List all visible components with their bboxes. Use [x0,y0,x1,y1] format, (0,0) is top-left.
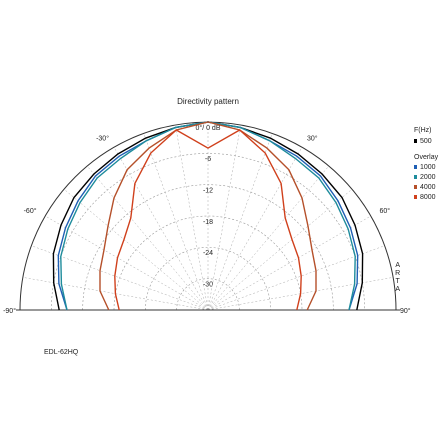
legend-label: 4000 [420,184,436,191]
series-line [114,129,302,311]
series-line [99,121,317,311]
grid-spoke [207,188,353,311]
legend-label: 1000 [420,164,436,171]
r-tick-label: -18 [203,219,213,226]
theta-tick-label: 60° [379,207,390,215]
legend-label: 500 [420,138,432,145]
legend-label: 2000 [420,174,436,181]
grid-spoke [113,147,209,311]
theta-tick-label: -90° [3,307,16,315]
grid-spoke [207,133,273,311]
grid-spoke [175,124,209,311]
grid-spoke [207,124,241,311]
grid-spoke [45,215,209,311]
legend-swatch [414,195,417,199]
r-tick-label: -12 [203,188,213,195]
grid-ring [113,215,303,311]
r-tick-label: -6 [205,156,211,163]
grid-spoke [207,147,303,311]
legend-subtitle: Overlay [414,154,439,161]
theta-tick-label: 90° [400,307,411,315]
theta-tick-label: -60° [24,207,37,215]
annotation: EDL-62HQ [44,349,79,356]
legend-swatch [414,165,417,169]
grid-spoke [143,133,209,311]
grid-spoke [207,165,330,311]
grid-ring [145,247,271,311]
legend-swatch [414,139,417,143]
grid-spoke [63,188,209,311]
chart-title: Directivity pattern [177,97,239,106]
grid-spoke [207,215,371,311]
theta-tick-label: -30° [96,134,109,142]
theta-tick-label: 30° [307,134,318,142]
annotation: ARTA [394,262,401,294]
legend-title: F(Hz) [414,127,432,134]
r-tick-label: 0°/ 0 dB [196,124,221,132]
legend-swatch [414,185,417,189]
grid-ring [176,278,240,311]
legend-swatch [414,175,417,179]
grid-ring [82,184,334,311]
grid-spoke [86,165,209,311]
legend-label: 8000 [420,194,436,201]
